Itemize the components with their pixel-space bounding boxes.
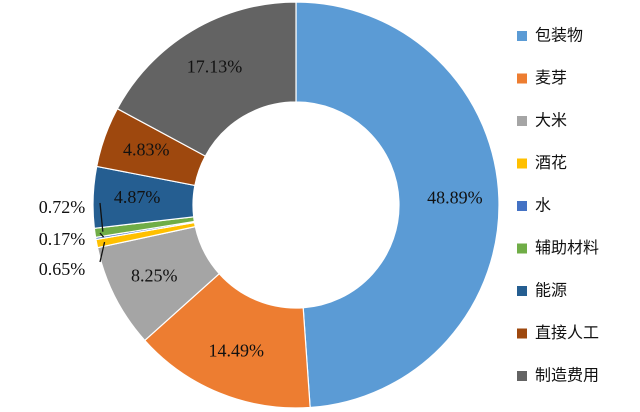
data-label-1: 14.49% bbox=[208, 340, 264, 360]
legend-label-0: 包装物 bbox=[535, 26, 583, 45]
legend-label-1: 麦芽 bbox=[535, 68, 567, 87]
legend-swatch-8 bbox=[517, 371, 527, 381]
leader-line-3 bbox=[99, 241, 106, 263]
legend-swatch-5 bbox=[517, 243, 527, 254]
legend-swatch-1 bbox=[517, 73, 527, 84]
slice-8 bbox=[116, 1, 297, 157]
legend-label-6: 能源 bbox=[535, 281, 567, 300]
data-label-3: 0.65% bbox=[39, 259, 86, 279]
leader-line-4 bbox=[99, 232, 105, 238]
legend-swatch-3 bbox=[517, 158, 527, 169]
data-label-6: 4.87% bbox=[114, 187, 161, 207]
legend-label-7: 直接人工 bbox=[535, 323, 599, 342]
legend-label-4: 水 bbox=[535, 196, 551, 215]
legend-swatch-4 bbox=[517, 201, 527, 211]
data-label-7: 4.83% bbox=[123, 140, 170, 160]
leader-line-5 bbox=[99, 202, 104, 232]
legend-swatch-0 bbox=[517, 31, 527, 41]
data-label-8: 17.13% bbox=[187, 57, 243, 77]
legend-swatch-6 bbox=[517, 286, 527, 296]
legend-swatch-2 bbox=[517, 116, 527, 126]
slice-0 bbox=[295, 1, 500, 409]
slice-group bbox=[92, 1, 500, 409]
legend-label-5: 辅助材料 bbox=[535, 238, 599, 257]
legend-label-8: 制造费用 bbox=[535, 366, 599, 385]
data-label-4: 0.17% bbox=[39, 229, 86, 249]
data-label-2: 8.25% bbox=[131, 265, 178, 285]
legend-label-2: 大米 bbox=[535, 111, 567, 130]
legend-label-3: 酒花 bbox=[535, 153, 567, 172]
legend-swatch-7 bbox=[517, 328, 527, 339]
data-label-5: 0.72% bbox=[39, 197, 86, 217]
data-label-0: 48.89% bbox=[427, 188, 483, 208]
data-label-group: 48.89% 14.49% 8.25% 0.65% 0.17% 0.72% 4.87% 4.8… bbox=[39, 57, 483, 361]
